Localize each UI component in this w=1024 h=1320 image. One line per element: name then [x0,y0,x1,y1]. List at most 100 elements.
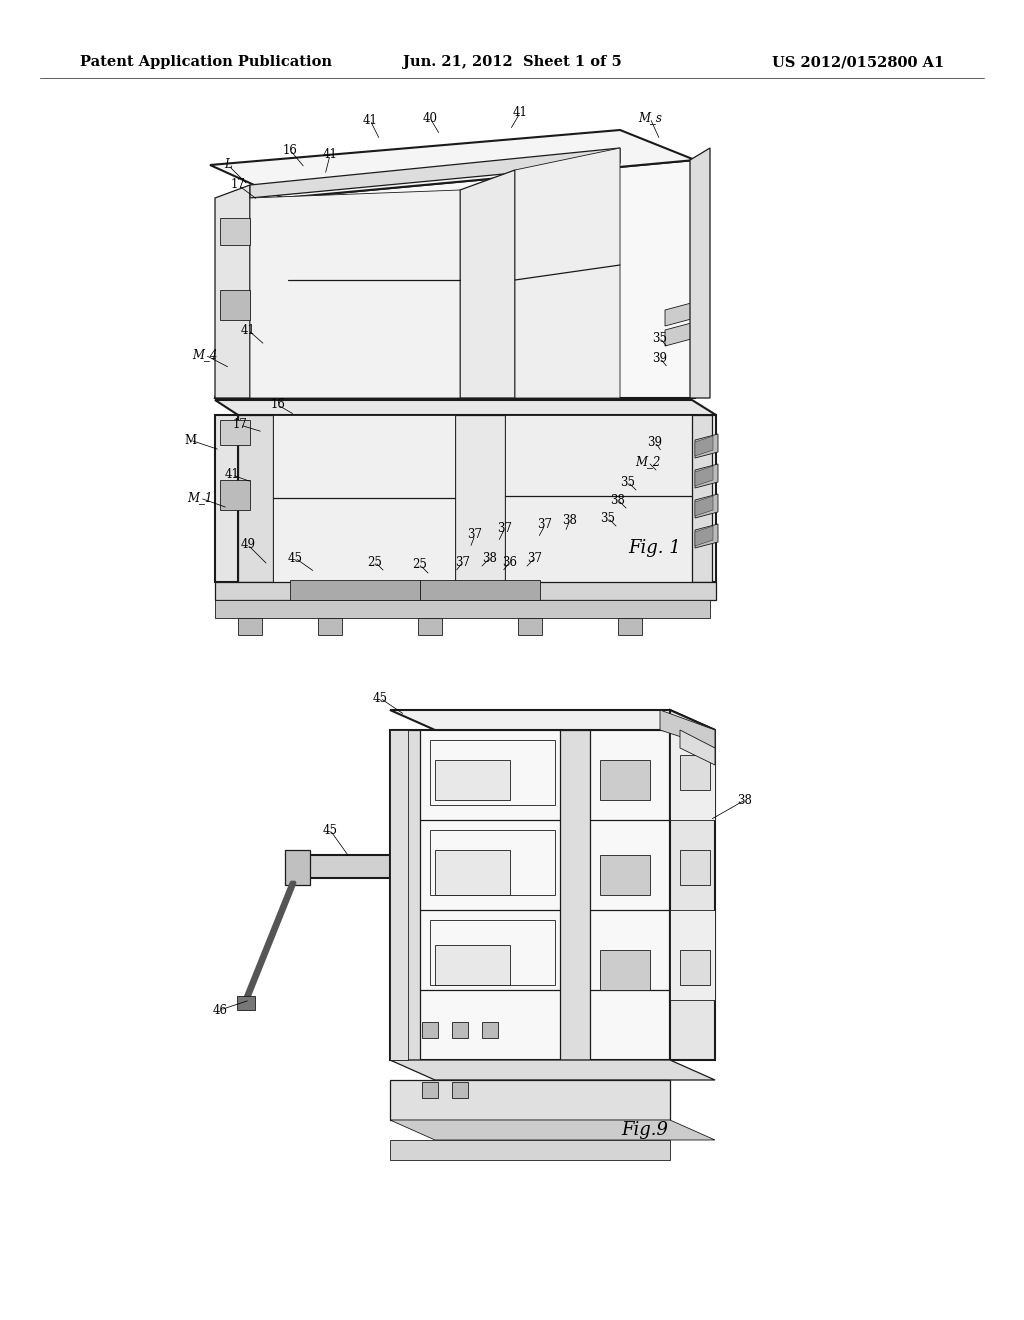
Polygon shape [215,414,238,582]
Text: 37: 37 [456,556,470,569]
Text: 25: 25 [413,558,427,572]
Text: 46: 46 [213,1003,227,1016]
Text: 37: 37 [468,528,482,541]
Polygon shape [680,730,715,766]
Polygon shape [670,909,715,1001]
Text: M: M [184,433,196,446]
Polygon shape [238,414,716,582]
Text: Patent Application Publication: Patent Application Publication [80,55,332,69]
Text: 16: 16 [270,399,286,412]
Polygon shape [390,730,420,1060]
Polygon shape [215,185,250,399]
Polygon shape [238,618,262,635]
Text: 39: 39 [647,436,663,449]
Polygon shape [460,170,515,399]
Text: 38: 38 [610,494,626,507]
Text: 41: 41 [323,149,338,161]
Polygon shape [455,414,505,582]
Polygon shape [695,436,713,455]
Polygon shape [695,494,718,517]
Polygon shape [665,302,695,326]
Polygon shape [210,129,695,198]
Text: 41: 41 [362,114,378,127]
Polygon shape [390,730,408,1060]
Polygon shape [505,414,695,582]
Polygon shape [220,218,250,246]
Text: M_2: M_2 [635,455,660,469]
Text: 38: 38 [482,552,498,565]
Polygon shape [670,730,715,820]
Polygon shape [695,465,718,488]
Text: 35: 35 [600,511,615,524]
Text: Fig.9: Fig.9 [622,1121,669,1139]
Polygon shape [695,434,718,458]
Polygon shape [318,618,342,635]
Polygon shape [220,480,250,510]
Polygon shape [692,414,712,582]
Polygon shape [695,524,718,548]
Polygon shape [220,290,250,319]
Text: M_s: M_s [638,111,662,124]
Text: 38: 38 [737,793,753,807]
Polygon shape [435,760,510,800]
Text: 36: 36 [503,556,517,569]
Polygon shape [250,148,620,198]
Text: 17: 17 [230,178,246,191]
Text: Jun. 21, 2012  Sheet 1 of 5: Jun. 21, 2012 Sheet 1 of 5 [402,55,622,69]
Polygon shape [695,496,713,516]
Polygon shape [422,1082,438,1098]
Polygon shape [600,855,650,895]
Polygon shape [283,160,695,399]
Polygon shape [435,850,510,895]
Polygon shape [273,414,455,582]
Polygon shape [670,710,715,1060]
Text: Fig. 1: Fig. 1 [629,539,681,557]
Polygon shape [515,148,620,399]
Text: 49: 49 [241,539,256,552]
Polygon shape [215,601,710,618]
Text: US 2012/0152800 A1: US 2012/0152800 A1 [772,55,944,69]
Polygon shape [680,755,710,789]
Text: 40: 40 [423,111,437,124]
Text: L: L [224,158,231,172]
Polygon shape [600,950,650,990]
Text: 39: 39 [652,351,668,364]
Polygon shape [560,730,590,1060]
Polygon shape [420,579,540,601]
Polygon shape [690,148,710,399]
Polygon shape [422,1022,438,1038]
Polygon shape [215,198,288,399]
Text: 41: 41 [224,469,240,482]
Polygon shape [220,420,250,445]
Polygon shape [390,1080,670,1119]
Polygon shape [390,1060,715,1080]
Text: 35: 35 [621,475,636,488]
Polygon shape [418,618,442,635]
Text: 45: 45 [288,552,302,565]
Text: M_4: M_4 [193,348,218,362]
Polygon shape [305,855,390,878]
Polygon shape [237,997,255,1010]
Text: 41: 41 [241,323,255,337]
Polygon shape [518,618,542,635]
Polygon shape [238,414,273,582]
Text: M_1: M_1 [187,491,213,504]
Text: 45: 45 [323,824,338,837]
Polygon shape [680,950,710,985]
Text: 16: 16 [283,144,297,157]
Text: 37: 37 [498,521,512,535]
Polygon shape [600,760,650,800]
Text: 17: 17 [232,418,248,432]
Text: 35: 35 [652,331,668,345]
Polygon shape [482,1022,498,1038]
Polygon shape [618,618,642,635]
Polygon shape [390,1140,670,1160]
Polygon shape [435,945,510,985]
Polygon shape [215,582,716,601]
Polygon shape [660,710,715,748]
Polygon shape [250,190,460,399]
Text: 37: 37 [538,519,553,532]
Text: 37: 37 [527,552,543,565]
Text: 25: 25 [368,556,382,569]
Polygon shape [695,466,713,486]
